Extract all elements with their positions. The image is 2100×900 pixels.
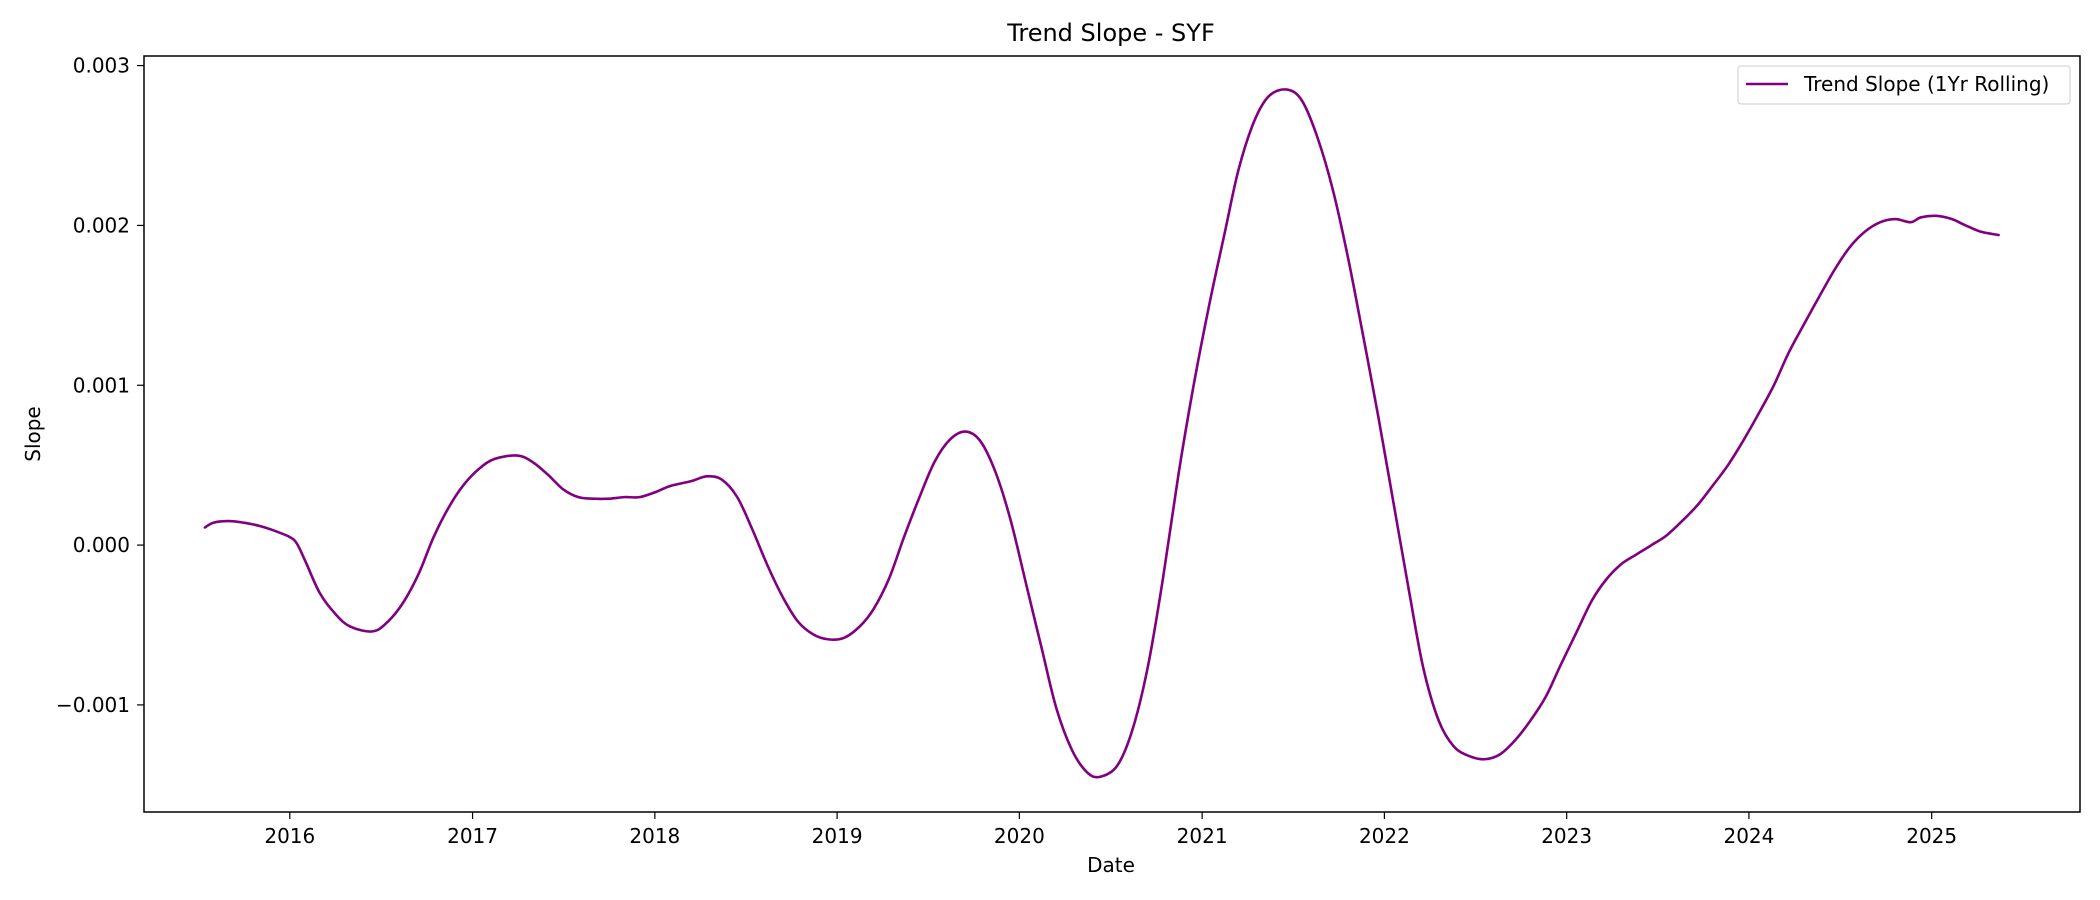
legend-label: Trend Slope (1Yr Rolling) [1803,72,2049,96]
legend: Trend Slope (1Yr Rolling) [1737,65,2071,105]
chart-title: Trend Slope - SYF [1006,19,1215,47]
y-tick-label: 0.003 [73,54,130,78]
x-tick-label: 2018 [629,824,680,848]
legend-box [1737,65,2071,105]
x-tick-label: 2019 [812,824,863,848]
x-tick-label: 2021 [1177,824,1228,848]
x-axis-ticks: 2016 2017 2018 2019 2020 2021 2022 2023 2024 2025 [264,812,1957,848]
x-axis-label: Date [1087,853,1135,877]
series-line-0 [203,88,2000,779]
y-tick-label: 0.001 [73,373,130,397]
plot-area-frame [143,55,2081,813]
x-tick-label: 2020 [994,824,1045,848]
x-tick-label: 2022 [1359,824,1410,848]
series-layer [203,88,2000,779]
y-tick-label: 0.002 [73,213,130,237]
x-tick-label: 2016 [264,824,315,848]
x-tick-label: 2025 [1906,824,1957,848]
y-axis-label: Slope [21,406,45,462]
x-tick-label: 2023 [1541,824,1592,848]
x-tick-label: 2017 [447,824,498,848]
y-tick-label: −0.001 [56,693,130,717]
y-axis-ticks: −0.001 0.000 0.001 0.002 0.003 [56,54,144,717]
x-tick-label: 2024 [1723,824,1774,848]
y-tick-label: 0.000 [73,533,130,557]
